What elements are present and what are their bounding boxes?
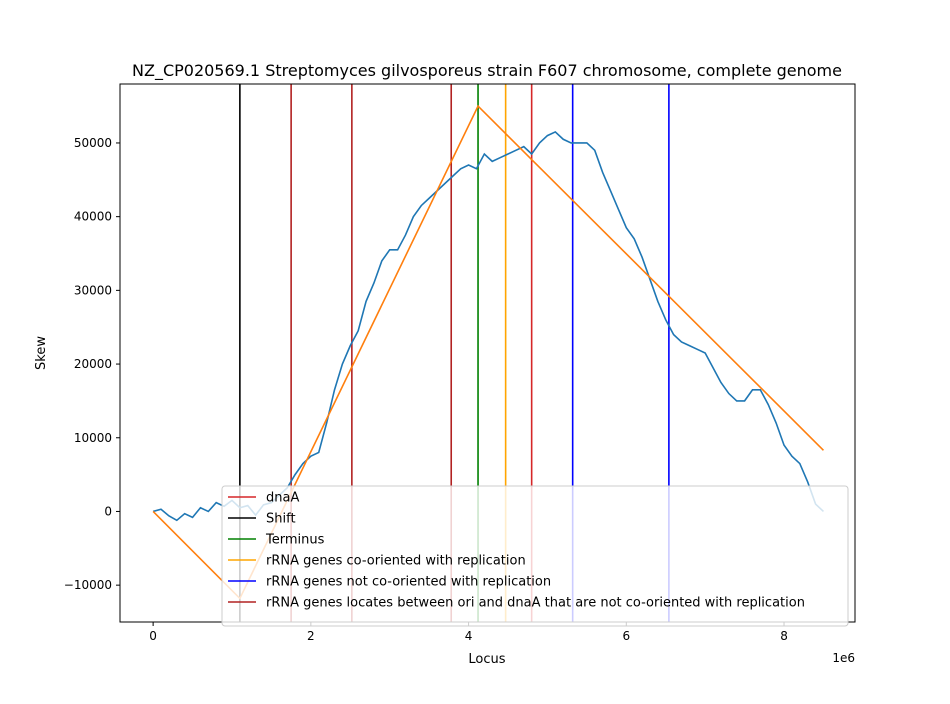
legend: dnaA Shift Terminus rRNA genes co-oriented … [221, 485, 849, 627]
x-tick-label: 6 [622, 629, 630, 643]
x-axis-label: Locus [468, 652, 505, 667]
legend-entry-label: Terminus [265, 533, 325, 548]
y-tick-label: 50000 [74, 136, 112, 150]
x-axis-offset-label: 1e6 [832, 651, 855, 665]
x-tick-label: 0 [149, 629, 157, 643]
legend-box [221, 485, 849, 627]
legend-entry-label: rRNA genes co-oriented with replication [266, 554, 526, 569]
y-axis: −10000 0 10000 20000 30000 40000 50000 [64, 136, 120, 592]
fit-series-line [152, 104, 825, 600]
x-tick-label: 2 [307, 629, 315, 643]
legend-entry-label: dnaA [266, 491, 299, 506]
skew-series-line [152, 130, 824, 522]
y-tick-label: 10000 [74, 431, 112, 445]
legend-entry-label: Shift [266, 512, 296, 527]
y-axis-label: Skew [34, 336, 49, 370]
y-tick-label: −10000 [64, 578, 112, 592]
x-tick-label: 4 [465, 629, 473, 643]
legend-entry-label: rRNA genes not co-oriented with replicat… [266, 575, 551, 590]
y-tick-label: 20000 [74, 357, 112, 371]
plot-area [152, 84, 825, 622]
x-tick-label: 8 [780, 629, 788, 643]
y-tick-label: 30000 [74, 283, 112, 297]
y-tick-label: 40000 [74, 210, 112, 224]
legend-entry-label: rRNA genes locates between ori and dnaA … [266, 596, 805, 611]
chart-title: NZ_CP020569.1 Streptomyces gilvosporeus … [132, 61, 842, 81]
y-tick-label: 0 [104, 504, 112, 518]
